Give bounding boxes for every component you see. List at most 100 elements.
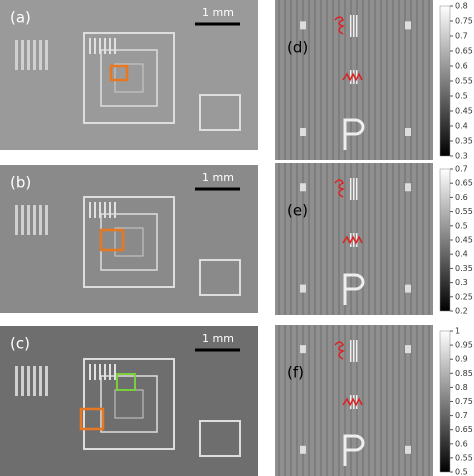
pattern-frame (83, 32, 175, 124)
panel-label: (b) (10, 174, 31, 192)
pad (199, 94, 241, 131)
pattern-frame (83, 196, 175, 288)
grating (353, 178, 355, 200)
roi (116, 373, 136, 391)
panel-label: (f) (287, 364, 304, 382)
colorbar-tick-label: 0.9 (455, 355, 468, 364)
colorbar-tick-label: 0.55 (455, 453, 473, 462)
grating (33, 40, 36, 70)
marker (405, 345, 411, 354)
colorbar-tick-label: 0.55 (455, 77, 473, 86)
colorbar-tick-label: 0.65 (455, 425, 473, 434)
colorbar-tick-label: 0.3 (455, 278, 468, 287)
colorbar-tick-label: 0.75 (455, 397, 473, 406)
grating (21, 366, 24, 396)
grating (27, 366, 30, 396)
colorbar-tick-label: 0.65 (455, 47, 473, 56)
grating (89, 38, 91, 54)
marker (405, 21, 411, 30)
grating (114, 38, 116, 54)
colorbar-tick-label: 0.6 (455, 193, 468, 202)
grating (99, 202, 101, 218)
grating (33, 205, 36, 235)
colorbar-tick-label: 0.45 (455, 107, 473, 116)
colorbar-tick-label: 1 (455, 327, 460, 336)
grating (33, 366, 36, 396)
grating (39, 205, 42, 235)
panel-label: (a) (10, 9, 31, 27)
grating (114, 364, 116, 380)
pattern-frame (114, 227, 144, 257)
colorbar-tick-label: 0.85 (455, 369, 473, 378)
grating (353, 15, 355, 37)
grating (45, 205, 48, 235)
pattern-frame (83, 358, 175, 450)
profile (334, 16, 346, 35)
marker (300, 128, 306, 136)
colorbar-tick-label: 0.7 (455, 411, 468, 420)
pattern-frame (114, 63, 144, 93)
profile (342, 397, 363, 407)
colorbar-tick-label: 0.35 (455, 264, 473, 273)
grating (89, 202, 91, 218)
colorbar-tick-label: 0.3 (455, 152, 468, 161)
grating (99, 364, 101, 380)
grating (353, 340, 355, 362)
panel-label: (d) (287, 39, 308, 57)
colorbar-tick-label: 0.55 (455, 207, 473, 216)
pad (199, 259, 241, 296)
pad (199, 420, 241, 457)
grating (45, 366, 48, 396)
profile (334, 179, 346, 198)
grating (15, 205, 18, 235)
profile (342, 235, 363, 245)
colorbar-tick-label: 0.7 (455, 165, 468, 174)
scale-bar-label: 1 mm (202, 332, 234, 345)
colorbar-tick-label: 0.35 (455, 137, 473, 146)
letter-p (343, 434, 365, 466)
marker (300, 284, 306, 293)
grating (39, 40, 42, 70)
colorbar-tick-label: 0.65 (455, 179, 473, 188)
colorbar-tick-label: 0.5 (455, 468, 468, 476)
grating (350, 15, 352, 37)
profile (334, 341, 346, 360)
grating (350, 340, 352, 362)
grating (356, 15, 358, 37)
colorbar-tick-label: 0.4 (455, 122, 468, 131)
scale-bar-label: 1 mm (202, 6, 234, 19)
grating (89, 364, 91, 380)
grating (114, 202, 116, 218)
colorbar-tick-label: 0.2 (455, 307, 468, 316)
grating (21, 40, 24, 70)
marker (405, 284, 411, 293)
grating (39, 366, 42, 396)
grating (15, 366, 18, 396)
marker (405, 183, 411, 192)
marker (300, 21, 306, 30)
grating (27, 205, 30, 235)
grating (356, 178, 358, 200)
micrograph (0, 165, 258, 313)
grating (94, 38, 96, 54)
colorbar-tick-label: 0.25 (455, 292, 473, 301)
grating (15, 40, 18, 70)
panel-label: (e) (287, 202, 308, 220)
profile (342, 72, 363, 82)
colorbar-tick-label: 0.6 (455, 62, 468, 71)
grating (99, 38, 101, 54)
grating (94, 202, 96, 218)
colorbar-tick-label: 0.45 (455, 236, 473, 245)
marker (300, 445, 306, 454)
grating (350, 178, 352, 200)
colorbar-tick-label: 0.4 (455, 250, 468, 259)
roi (109, 64, 129, 82)
marker (405, 128, 411, 136)
colorbar (439, 5, 451, 157)
letter-p (343, 273, 365, 305)
grating (27, 40, 30, 70)
colorbar-tick-label: 0.6 (455, 439, 468, 448)
grating (104, 364, 106, 380)
colorbar-tick-label: 0.95 (455, 341, 473, 350)
